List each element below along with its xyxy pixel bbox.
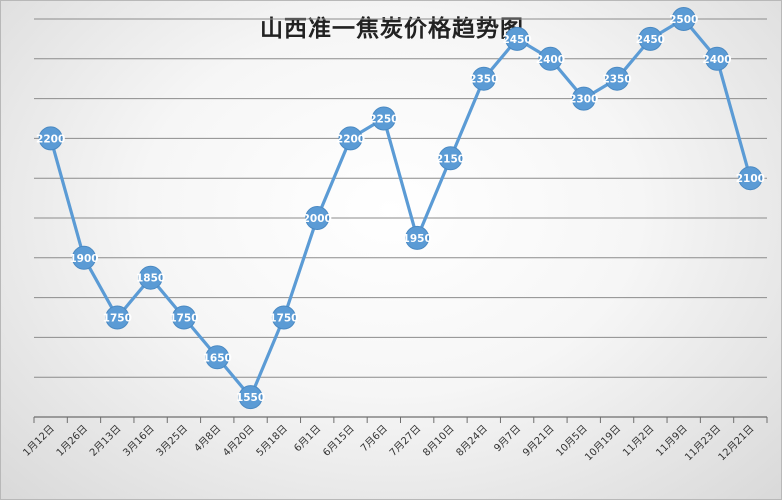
- data-label: 2200: [36, 133, 65, 145]
- data-label: 2150: [436, 153, 465, 165]
- data-point: [438, 146, 463, 171]
- data-point: [138, 265, 163, 290]
- x-tick-label: 9月7日: [492, 423, 524, 455]
- data-point: [105, 305, 130, 330]
- data-point: [238, 385, 263, 410]
- data-point: [471, 66, 496, 91]
- data-label: 2400: [702, 54, 731, 66]
- data-label: 1950: [403, 233, 432, 245]
- data-point: [171, 305, 196, 330]
- x-tick-label: 2月13日: [87, 423, 123, 459]
- x-tick-label: 8月10日: [420, 423, 456, 459]
- x-tick-label: 5月18日: [254, 423, 290, 459]
- data-point: [505, 26, 530, 51]
- x-tick-label: 10月19日: [583, 423, 624, 464]
- data-label: 2000: [303, 213, 332, 225]
- data-label: 2200: [336, 133, 365, 145]
- data-point: [371, 106, 396, 131]
- x-tick-label: 12月21日: [716, 423, 757, 464]
- x-tick-label: 9月21日: [520, 423, 556, 459]
- x-tick-label: 6月15日: [321, 423, 357, 459]
- data-point: [538, 46, 563, 71]
- data-label: 1850: [136, 273, 165, 285]
- data-point: [605, 66, 630, 91]
- data-point: [705, 46, 730, 71]
- markers: 2200 1900 1750 1850 1750 1650 1550 1750 2000 2200…: [36, 7, 765, 410]
- x-tick-label: 8月24日: [454, 423, 490, 459]
- data-point: [338, 126, 363, 151]
- data-label: 1650: [203, 352, 232, 364]
- data-point: [305, 206, 330, 230]
- data-label: 1900: [69, 253, 98, 265]
- data-point: [205, 345, 230, 370]
- data-point: [671, 7, 696, 31]
- data-label: 1550: [236, 392, 265, 404]
- data-point: [638, 26, 663, 51]
- data-label: 2250: [369, 114, 398, 126]
- series-line: [49, 17, 752, 399]
- data-label: 1750: [269, 313, 298, 325]
- data-label: 2450: [502, 34, 531, 46]
- x-tick-label: 1月26日: [54, 423, 90, 459]
- x-tick-label: 4月8日: [192, 423, 224, 455]
- data-label: 2350: [602, 74, 631, 86]
- data-point: [71, 245, 96, 270]
- data-point: [38, 126, 63, 151]
- series-line-layer: [49, 17, 752, 399]
- x-tick-label: 3月16日: [121, 423, 157, 459]
- x-tick-label: 11月2日: [620, 423, 656, 459]
- x-tick-label: 4月20日: [221, 423, 257, 459]
- data-label: 1750: [169, 313, 198, 325]
- data-point: [405, 225, 430, 250]
- x-tick-label: 7月6日: [358, 423, 390, 455]
- data-label: 2300: [569, 94, 598, 106]
- data-label: 2500: [669, 14, 698, 26]
- data-point: [271, 305, 296, 330]
- x-tick-label: 3月25日: [154, 423, 190, 459]
- data-label: 2450: [636, 34, 665, 46]
- x-tick-label: 6月1日: [292, 423, 324, 455]
- x-tick-label: 1月12日: [21, 423, 57, 459]
- x-tick-label: 7月27日: [387, 423, 423, 459]
- gridlines: [34, 18, 767, 378]
- data-label: 1750: [103, 313, 132, 325]
- data-point: [738, 166, 763, 191]
- x-axis: [33, 416, 768, 423]
- data-label: 2350: [469, 74, 498, 86]
- data-label: 2100: [736, 173, 765, 185]
- data-label: 2400: [536, 54, 565, 66]
- data-point: [571, 86, 596, 111]
